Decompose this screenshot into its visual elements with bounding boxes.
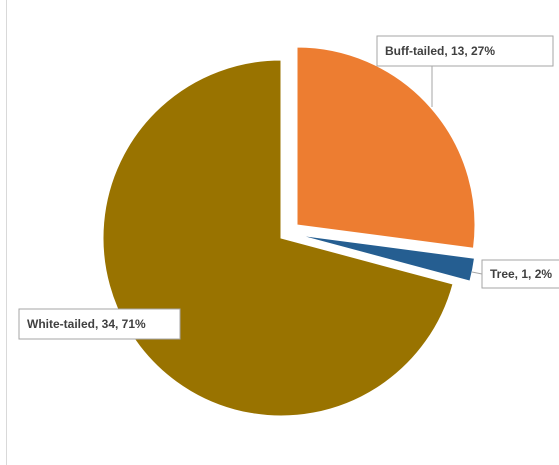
data-label-box-tree — [481, 259, 559, 289]
pie-slice-white-tailed — [102, 59, 454, 417]
data-label-tree: Tree, 1, 2% — [490, 267, 552, 281]
data-label-box-white-tailed — [18, 308, 181, 340]
leader-line-tree — [471, 271, 483, 275]
chart-border — [6, 0, 7, 465]
pie-slice-buff-tailed — [296, 46, 476, 249]
data-label-box-buff-tailed — [376, 35, 554, 67]
data-label-buff-tailed: Buff-tailed, 13, 27% — [385, 44, 495, 58]
pie-slice-tree — [297, 234, 476, 282]
data-label-white-tailed: White-tailed, 34, 71% — [27, 317, 146, 331]
